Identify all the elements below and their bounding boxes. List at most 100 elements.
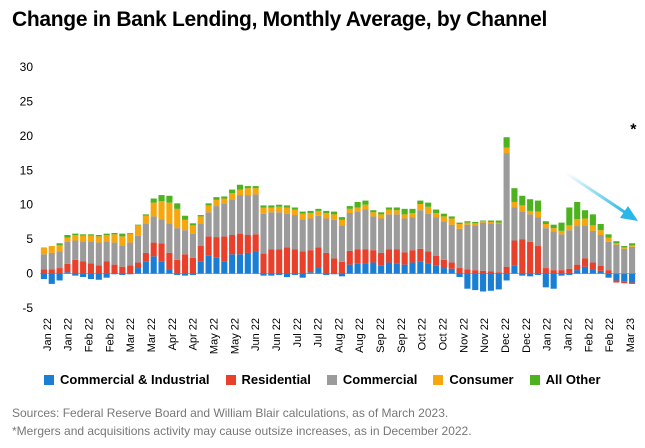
bar-segment-consumer bbox=[370, 212, 377, 217]
bar-segment-commercial bbox=[589, 230, 596, 263]
bar-segment-consumer bbox=[385, 209, 393, 215]
bar-segment-consumer bbox=[417, 204, 424, 211]
bar-segment-all-other bbox=[299, 211, 306, 214]
bar-segment-residential bbox=[440, 259, 447, 269]
bar-segment-consumer bbox=[252, 188, 259, 195]
bar-segment-consumer bbox=[95, 236, 102, 243]
sources-note: Sources: Federal Reserve Board and Willi… bbox=[12, 404, 472, 440]
bar-segment-commercial bbox=[487, 223, 494, 272]
bar-segment-commercial-industrial bbox=[323, 273, 330, 275]
bar-segment-all-other bbox=[440, 213, 447, 217]
bar-segment-residential bbox=[158, 243, 165, 262]
bar-segment-commercial-industrial bbox=[362, 263, 369, 274]
bar-segment-residential bbox=[80, 261, 87, 274]
bar-segment-consumer bbox=[142, 215, 149, 224]
bar-segment-all-other bbox=[189, 223, 196, 226]
bar-segment-consumer bbox=[260, 207, 267, 214]
bar-segment-all-other bbox=[236, 184, 244, 190]
x-tick-label: Mar 22 bbox=[125, 318, 137, 352]
bar-segment-consumer bbox=[550, 228, 557, 232]
bar-segment-consumer bbox=[111, 234, 118, 243]
bar-segment-commercial-industrial bbox=[252, 251, 259, 274]
bar-segment-commercial-industrial bbox=[119, 273, 126, 275]
bar-segment-commercial bbox=[566, 230, 573, 269]
bar-segment-all-other bbox=[495, 220, 502, 223]
bar-segment-commercial bbox=[291, 215, 298, 250]
bar-segment-commercial bbox=[260, 213, 267, 254]
bar-segment-all-other bbox=[354, 201, 361, 208]
bar-segment-commercial-industrial bbox=[307, 272, 314, 274]
bar-segment-commercial bbox=[613, 244, 620, 274]
bar-segment-residential bbox=[370, 250, 377, 263]
bar-segment-commercial bbox=[464, 224, 471, 270]
bar-segment-commercial bbox=[189, 233, 196, 258]
bar-segment-consumer bbox=[307, 212, 314, 219]
bar-segment-residential bbox=[354, 249, 361, 264]
bar-segment-commercial-industrial bbox=[581, 266, 589, 274]
bar-segment-commercial-industrial bbox=[142, 261, 149, 274]
bar-segment-consumer bbox=[432, 212, 440, 218]
x-tick-label: Jun 22 bbox=[271, 318, 283, 351]
bar-segment-residential bbox=[299, 251, 306, 274]
bar-segment-consumer bbox=[346, 208, 353, 213]
bar-segment-residential bbox=[464, 269, 471, 274]
bar-segment-residential bbox=[244, 235, 251, 253]
bar-segment-residential bbox=[72, 259, 79, 274]
bar-segment-all-other bbox=[64, 235, 71, 238]
bar-segment-consumer bbox=[189, 225, 196, 234]
bar-segment-all-other bbox=[432, 209, 440, 213]
bar-segment-commercial-industrial bbox=[378, 265, 385, 274]
legend-label: Commercial & Industrial bbox=[60, 372, 210, 387]
bar-segment-all-other bbox=[244, 186, 251, 189]
bar-segment-all-other bbox=[534, 200, 542, 212]
bar-segment-commercial bbox=[597, 235, 604, 266]
bar-segment-residential bbox=[182, 254, 189, 274]
bar-segment-commercial bbox=[142, 223, 149, 253]
bar-segment-residential bbox=[268, 249, 275, 274]
bar-segment-commercial bbox=[581, 225, 589, 259]
bar-segment-residential bbox=[574, 264, 581, 271]
bar-segment-consumer bbox=[48, 246, 55, 253]
bar-segment-residential bbox=[323, 252, 330, 274]
bar-segment-residential bbox=[64, 263, 71, 273]
bar-segment-residential bbox=[197, 246, 204, 262]
bar-segment-all-other bbox=[338, 217, 345, 220]
bar-segment-all-other bbox=[174, 203, 181, 209]
bar-segment-commercial-industrial bbox=[229, 254, 236, 274]
bar-segment-commercial-industrial bbox=[574, 270, 581, 274]
bar-segment-consumer bbox=[558, 230, 565, 235]
bar-segment-all-other bbox=[558, 222, 565, 231]
bar-segment-residential bbox=[252, 234, 259, 252]
bar-segment-commercial bbox=[56, 251, 63, 269]
x-tick-label: May 22 bbox=[208, 318, 220, 354]
bar-segment-all-other bbox=[323, 210, 330, 213]
bar-segment-residential bbox=[346, 250, 353, 265]
bar-segment-all-other bbox=[401, 208, 408, 215]
bar-segment-commercial bbox=[550, 231, 557, 271]
bar-segment-all-other bbox=[393, 207, 400, 211]
bar-segment-commercial bbox=[229, 199, 236, 236]
bar-segment-commercial-industrial bbox=[244, 252, 251, 274]
bar-segment-all-other bbox=[166, 195, 173, 203]
bar-segment-residential bbox=[534, 246, 542, 274]
bar-segment-all-other bbox=[87, 234, 95, 236]
x-tick-label: Apr 22 bbox=[188, 318, 200, 350]
bar-segment-consumer bbox=[56, 245, 63, 252]
bar-segment-commercial-industrial bbox=[72, 273, 79, 276]
bar-segment-commercial-industrial bbox=[605, 273, 612, 278]
bar-segment-all-other bbox=[464, 221, 471, 223]
bar-segment-commercial-industrial bbox=[519, 273, 526, 276]
bar-segment-consumer bbox=[127, 233, 134, 243]
x-tick-label: Aug 22 bbox=[333, 318, 345, 353]
bar-segment-consumer bbox=[472, 223, 479, 226]
bar-segment-residential bbox=[519, 239, 526, 274]
bar-segment-commercial bbox=[331, 219, 338, 259]
x-tick-label: Jan 22 bbox=[42, 318, 54, 351]
bar-segment-commercial bbox=[621, 248, 628, 274]
x-tick-label: Jul 22 bbox=[292, 318, 304, 347]
bar-segment-commercial-industrial bbox=[464, 273, 471, 289]
bar-segment-consumer bbox=[221, 198, 228, 204]
bar-segment-all-other bbox=[589, 214, 596, 226]
bar-segment-commercial-industrial bbox=[409, 262, 416, 274]
bar-segment-commercial bbox=[401, 218, 408, 253]
